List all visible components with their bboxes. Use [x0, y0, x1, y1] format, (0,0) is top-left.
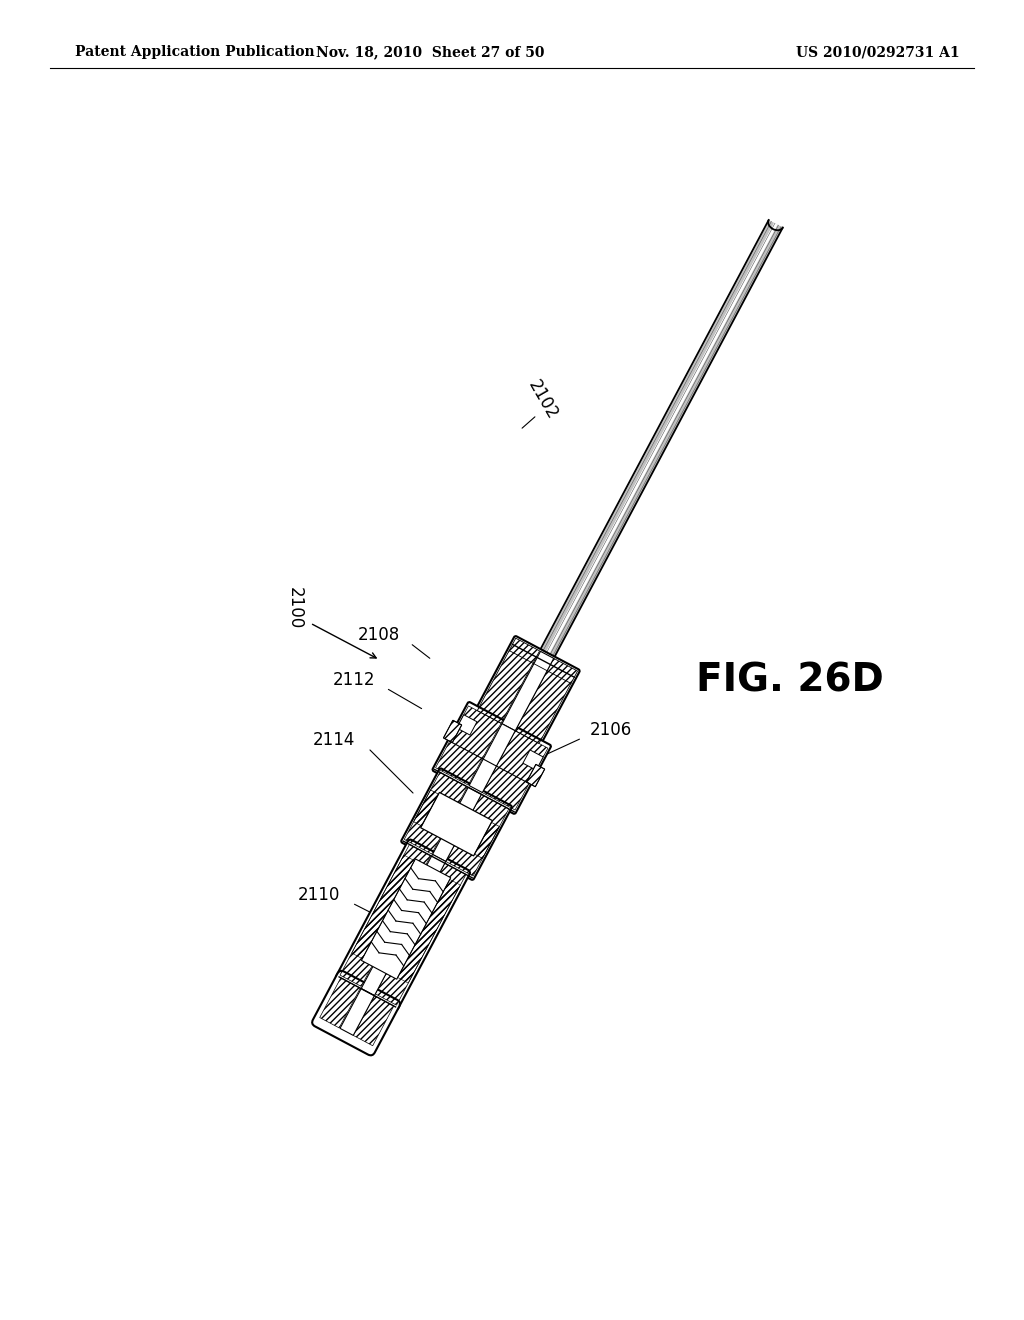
FancyBboxPatch shape: [312, 970, 400, 1056]
Bar: [502, 651, 554, 731]
Bar: [469, 723, 515, 792]
Bar: [542, 223, 777, 661]
Bar: [443, 721, 462, 743]
Text: 2100: 2100: [286, 587, 304, 630]
Text: 2106: 2106: [590, 721, 632, 739]
Bar: [361, 854, 445, 995]
Text: 2110: 2110: [298, 886, 340, 904]
Bar: [443, 721, 462, 743]
Bar: [432, 787, 481, 862]
Bar: [538, 220, 782, 664]
Text: 2102: 2102: [524, 378, 561, 422]
Bar: [457, 714, 477, 735]
Text: 2114: 2114: [312, 731, 355, 748]
FancyBboxPatch shape: [336, 840, 470, 1010]
Bar: [523, 750, 543, 771]
Text: Patent Application Publication: Patent Application Publication: [75, 45, 314, 59]
Bar: [526, 764, 545, 787]
FancyBboxPatch shape: [401, 768, 512, 880]
Bar: [526, 764, 545, 787]
Text: Nov. 18, 2010  Sheet 27 of 50: Nov. 18, 2010 Sheet 27 of 50: [315, 45, 544, 59]
FancyBboxPatch shape: [432, 702, 551, 814]
Text: US 2010/0292731 A1: US 2010/0292731 A1: [797, 45, 961, 59]
Text: 2108: 2108: [357, 626, 400, 644]
Text: 2112: 2112: [333, 671, 375, 689]
Text: FIG. 26D: FIG. 26D: [696, 661, 884, 700]
Bar: [340, 989, 375, 1035]
Bar: [361, 859, 451, 979]
FancyBboxPatch shape: [475, 636, 580, 746]
Bar: [421, 792, 493, 855]
